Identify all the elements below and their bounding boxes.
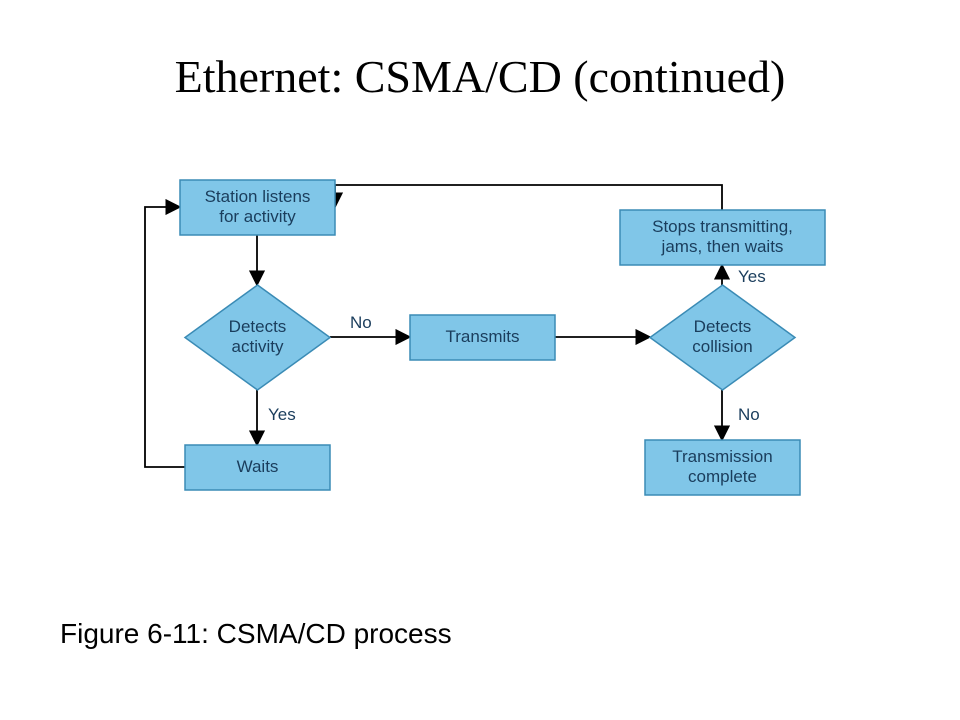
node-stops: Stops transmitting,jams, then waits	[620, 210, 825, 265]
edge-label-collision-to-complete: No	[738, 405, 760, 424]
flowchart-csma-cd: No Yes Yes No Station listensfor activity Det…	[120, 170, 870, 530]
page-title: Ethernet: CSMA/CD (continued)	[0, 50, 960, 103]
node-label-waits-line0: Waits	[237, 457, 279, 476]
node-label-transmits-line0: Transmits	[446, 327, 520, 346]
node-label-listen-line1: for activity	[219, 207, 296, 226]
edge-label-detects-to-waits: Yes	[268, 405, 296, 424]
node-label-collision-line1: collision	[692, 337, 752, 356]
node-listen: Station listensfor activity	[180, 180, 335, 235]
node-label-collision-line0: Detects	[694, 317, 752, 336]
node-label-stops-line0: Stops transmitting,	[652, 217, 793, 236]
node-label-detects-line1: activity	[232, 337, 284, 356]
nodes: Station listensfor activityDetectsactivi…	[180, 180, 825, 495]
node-label-complete-line1: complete	[688, 467, 757, 486]
edge-stops-to-listen	[335, 185, 722, 210]
node-label-complete-line0: Transmission	[672, 447, 772, 466]
node-transmits: Transmits	[410, 315, 555, 360]
figure-caption: Figure 6-11: CSMA/CD process	[60, 618, 452, 650]
edge-label-detects-to-transmits: No	[350, 313, 372, 332]
node-label-listen-line0: Station listens	[205, 187, 311, 206]
node-label-detects-line0: Detects	[229, 317, 287, 336]
node-label-stops-line1: jams, then waits	[661, 237, 784, 256]
node-complete: Transmissioncomplete	[645, 440, 800, 495]
node-collision: Detectscollision	[650, 285, 795, 390]
edge-label-collision-to-stops: Yes	[738, 267, 766, 286]
node-waits: Waits	[185, 445, 330, 490]
node-detects: Detectsactivity	[185, 285, 330, 390]
edge-waits-to-listen	[145, 207, 185, 467]
